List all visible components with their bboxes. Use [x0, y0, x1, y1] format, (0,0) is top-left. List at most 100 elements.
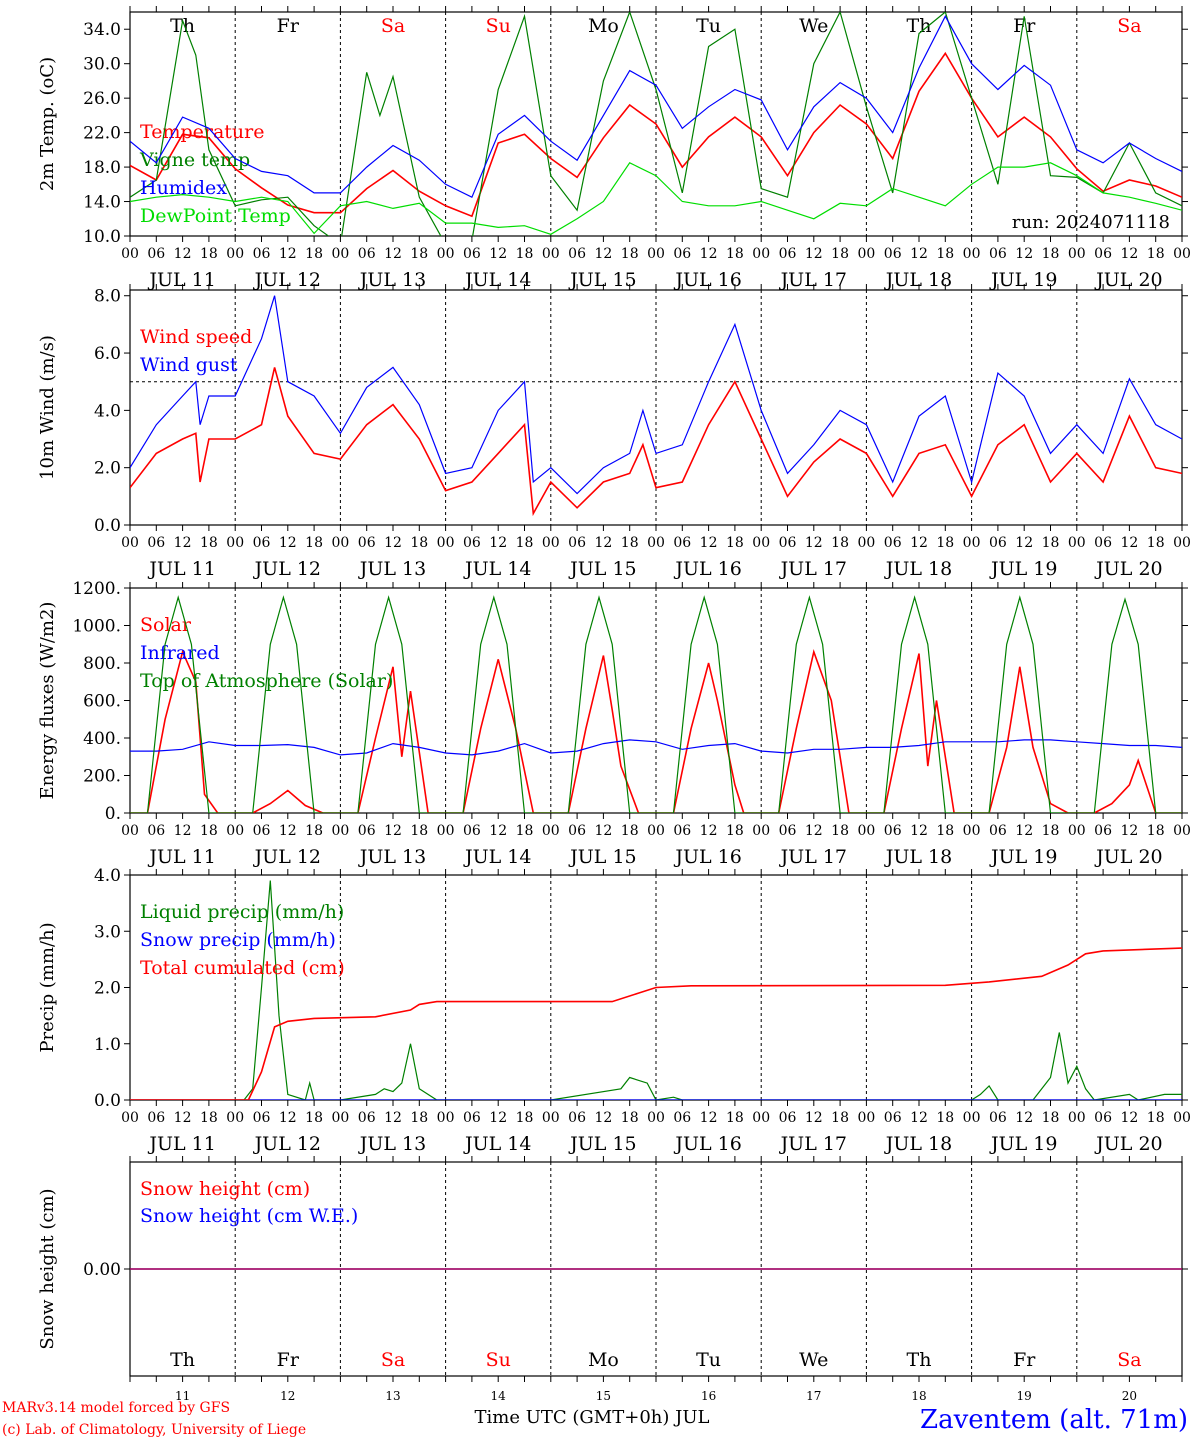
y-tick-label: 30.0 — [83, 55, 121, 75]
hour-tick-label: 06 — [358, 246, 376, 262]
series-line-wind-speed — [130, 367, 1182, 517]
hour-tick-label: 12 — [489, 1110, 507, 1126]
y-tick-label: 1.0 — [94, 1035, 121, 1055]
weekday-label: Sa — [381, 1349, 405, 1371]
y-tick-label: 22.0 — [83, 124, 121, 144]
hour-tick-label: 06 — [989, 535, 1007, 551]
hour-tick-label: 00 — [331, 246, 349, 262]
hour-tick-label: 06 — [779, 1110, 797, 1126]
weekday-label: Sa — [1117, 15, 1141, 37]
hour-tick-label: 18 — [1042, 535, 1060, 551]
hour-tick-label: 00 — [1173, 1110, 1191, 1126]
hour-tick-label: 00 — [542, 246, 560, 262]
day-number-label: 12 — [280, 1389, 295, 1403]
y-tick-label: 200. — [83, 767, 121, 787]
date-label: JUL 17 — [779, 269, 847, 291]
hour-tick-label: 12 — [910, 535, 928, 551]
y-tick-label: 800. — [83, 654, 121, 674]
date-label: JUL 11 — [147, 269, 215, 291]
date-label: JUL 13 — [358, 1133, 426, 1155]
model-credit-line: MARv3.14 model forced by GFS — [2, 1400, 230, 1416]
legend-entry: Solar — [140, 614, 192, 636]
hour-tick-label: 06 — [463, 246, 481, 262]
hour-tick-label: 06 — [673, 1110, 691, 1126]
legend-entry: Vigne temp — [139, 149, 250, 171]
date-label: JUL 13 — [358, 269, 426, 291]
hour-tick-label: 18 — [305, 823, 323, 839]
legend-entry: Snow precip (mm/h) — [140, 929, 336, 951]
hour-tick-label: 12 — [1015, 1110, 1033, 1126]
date-label: JUL 15 — [568, 846, 636, 868]
hour-tick-label: 18 — [200, 246, 218, 262]
date-label: JUL 18 — [884, 846, 952, 868]
hour-tick-label: 00 — [647, 535, 665, 551]
day-number-label: 13 — [385, 1389, 400, 1403]
weekday-label: Tu — [696, 1349, 721, 1371]
hour-tick-label: 06 — [884, 246, 902, 262]
hour-tick-label: 18 — [1042, 823, 1060, 839]
y-axis-title: Snow height (cm) — [37, 1188, 58, 1349]
hour-tick-label: 18 — [936, 823, 954, 839]
y-tick-label: 8.0 — [94, 287, 121, 307]
hour-tick-label: 12 — [700, 1110, 718, 1126]
hour-tick-label: 06 — [147, 823, 165, 839]
date-label: JUL 19 — [989, 1133, 1057, 1155]
panel-4: 0.0 1.0 2.0 3.0 4.0 Precip (mm/h) 00 06 12 18 00 06… — [37, 866, 1191, 1155]
series-line-liquid-precip-mm-h- — [130, 880, 1182, 1100]
hour-tick-label: 12 — [910, 823, 928, 839]
hour-tick-label: 00 — [437, 823, 455, 839]
hour-tick-label: 06 — [989, 246, 1007, 262]
hour-tick-label: 06 — [568, 246, 586, 262]
hour-tick-label: 18 — [1147, 535, 1165, 551]
hour-tick-label: 00 — [542, 823, 560, 839]
hour-tick-label: 12 — [384, 246, 402, 262]
weekday-label: We — [799, 15, 828, 37]
series-line-solar — [130, 648, 1182, 813]
date-label: JUL 19 — [989, 846, 1057, 868]
hour-tick-label: 12 — [384, 535, 402, 551]
hour-tick-label: 12 — [594, 823, 612, 839]
hour-tick-label: 00 — [1068, 823, 1086, 839]
date-label: JUL 18 — [884, 1133, 952, 1155]
hour-tick-label: 00 — [226, 1110, 244, 1126]
hour-tick-label: 06 — [463, 823, 481, 839]
weekday-label: Fr — [1013, 1349, 1036, 1371]
date-label: JUL 12 — [253, 558, 321, 580]
hour-tick-label: 18 — [305, 535, 323, 551]
hour-tick-label: 00 — [752, 246, 770, 262]
weekday-label: Tu — [696, 15, 721, 37]
hour-tick-label: 00 — [647, 1110, 665, 1126]
day-number-label: 11 — [175, 1389, 190, 1403]
hour-tick-label: 00 — [331, 823, 349, 839]
date-label: JUL 16 — [673, 558, 741, 580]
hour-tick-label: 18 — [831, 1110, 849, 1126]
hour-tick-label: 12 — [384, 1110, 402, 1126]
hour-tick-label: 18 — [1147, 823, 1165, 839]
hour-tick-label: 06 — [884, 823, 902, 839]
y-tick-label: 1000. — [72, 617, 121, 637]
hour-tick-label: 18 — [621, 823, 639, 839]
y-tick-label: 0.0 — [94, 516, 121, 536]
series-line-infrared — [130, 739, 1182, 756]
station-title: Zaventem (alt. 71m) — [920, 1405, 1188, 1435]
hour-tick-label: 00 — [647, 823, 665, 839]
weekday-label: Su — [486, 1349, 511, 1371]
hour-tick-label: 12 — [174, 823, 192, 839]
hour-tick-label: 00 — [226, 246, 244, 262]
y-tick-label: 18.0 — [83, 158, 121, 178]
plot-frame — [129, 587, 1183, 814]
series-line-vigne-temp — [130, 12, 1182, 236]
date-label: JUL 18 — [884, 558, 952, 580]
hour-tick-label: 18 — [621, 1110, 639, 1126]
hour-tick-label: 18 — [726, 246, 744, 262]
hour-tick-label: 06 — [253, 535, 271, 551]
date-label: JUL 15 — [568, 1133, 636, 1155]
date-label: JUL 17 — [779, 558, 847, 580]
hour-tick-label: 00 — [857, 823, 875, 839]
y-tick-label: 0. — [105, 804, 121, 824]
hour-tick-label: 12 — [910, 1110, 928, 1126]
date-label: JUL 11 — [147, 1133, 215, 1155]
hour-tick-label: 00 — [1068, 535, 1086, 551]
hour-tick-label: 12 — [594, 1110, 612, 1126]
